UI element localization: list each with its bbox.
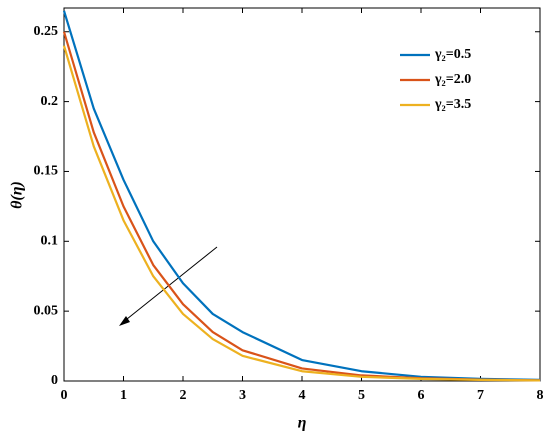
y-tick-label: 0.15 xyxy=(34,164,59,179)
y-axis-label: θ(η) xyxy=(9,181,26,209)
x-tick-label: 0 xyxy=(61,388,68,403)
legend-label: γ₂=0.5 xyxy=(434,47,471,62)
legend-label: γ₂=2.0 xyxy=(434,72,471,87)
x-tick-label: 6 xyxy=(418,388,425,403)
y-tick-label: 0 xyxy=(51,373,58,388)
annotation-arrow xyxy=(119,246,218,326)
y-tick-label: 0.1 xyxy=(41,234,59,249)
series-line xyxy=(62,10,541,381)
x-tick-label: 4 xyxy=(299,388,306,403)
x-tick-label: 7 xyxy=(477,388,484,403)
x-axis-label: η xyxy=(298,415,307,432)
x-tick-label: 8 xyxy=(537,388,544,403)
x-tick-label: 5 xyxy=(358,388,365,403)
legend-label: γ₂=3.5 xyxy=(434,97,471,112)
y-tick-label: 0.2 xyxy=(41,94,59,109)
x-tick-label: 1 xyxy=(120,388,127,403)
x-tick-label: 2 xyxy=(180,388,187,403)
y-tick-label: 0.05 xyxy=(34,303,59,318)
y-tick-label: 0.25 xyxy=(34,24,59,39)
series-line xyxy=(62,45,541,382)
x-tick-label: 3 xyxy=(239,388,246,403)
